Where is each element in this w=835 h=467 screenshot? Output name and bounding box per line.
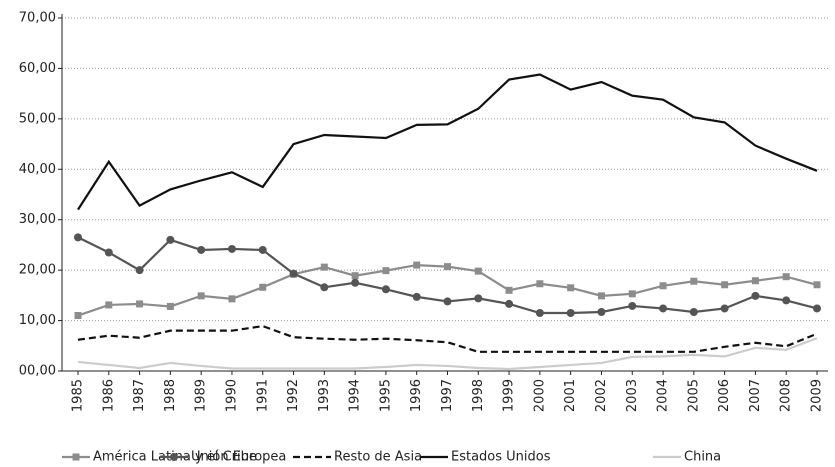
legend-label: Estados Unidos (451, 450, 551, 465)
x-tick-label: 2000 (532, 379, 547, 412)
x-tick-label: 2008 (779, 379, 794, 412)
x-tick-label: 1992 (286, 379, 301, 412)
marker (474, 294, 483, 303)
marker (320, 263, 328, 271)
marker (197, 292, 205, 300)
marker (412, 292, 421, 301)
marker (351, 278, 360, 287)
x-tick-label: 1999 (502, 379, 517, 412)
x-tick-label: 1987 (132, 379, 147, 412)
x-tick-label: 2004 (656, 379, 671, 412)
x-tick-label: 2005 (686, 379, 701, 412)
y-tick-label: 00,00 (19, 364, 56, 379)
marker (597, 307, 606, 316)
legend-marker (170, 453, 178, 461)
marker (721, 281, 729, 289)
x-tick-label: 1991 (255, 379, 270, 412)
marker (413, 261, 421, 269)
y-tick-label: 60,00 (19, 61, 56, 76)
marker (228, 295, 236, 303)
x-tick-label: 2006 (717, 379, 732, 412)
marker (320, 283, 329, 292)
marker (782, 296, 791, 305)
legend-label: China (684, 450, 721, 465)
marker (597, 292, 605, 300)
marker (136, 300, 144, 308)
x-tick-label: 1994 (348, 379, 363, 412)
legend-item: Estados Unidos (420, 450, 551, 465)
y-tick-label: 20,00 (19, 263, 56, 278)
marker (536, 280, 544, 288)
legend-label: Unión Europea (191, 450, 286, 465)
marker (535, 309, 544, 318)
marker (351, 272, 359, 280)
series-line (77, 263, 818, 317)
x-tick-label: 1986 (101, 379, 116, 412)
x-tick-label: 2009 (810, 379, 825, 412)
marker (628, 290, 636, 298)
x-tick-label: 2001 (563, 379, 578, 412)
marker (751, 291, 760, 300)
marker (166, 302, 174, 310)
marker (197, 245, 206, 254)
marker (381, 285, 390, 294)
marker (105, 301, 113, 309)
legend-item: Resto de Asia (293, 450, 422, 465)
marker (505, 286, 513, 294)
marker (166, 235, 175, 244)
marker (751, 277, 759, 285)
marker (227, 244, 236, 253)
marker (382, 267, 390, 275)
marker (474, 267, 482, 275)
marker (289, 269, 298, 278)
x-tick-label: 1997 (440, 379, 455, 412)
y-tick-label: 10,00 (19, 313, 56, 328)
marker (813, 281, 821, 289)
marker (443, 297, 452, 306)
legend-marker (72, 453, 80, 461)
marker (720, 304, 729, 313)
legend-item: Unión Europea (160, 450, 286, 465)
marker (104, 248, 113, 257)
marker (628, 301, 637, 310)
x-tick-label: 2003 (625, 379, 640, 412)
x-tick-label: 2007 (748, 379, 763, 412)
x-tick-label: 1998 (471, 379, 486, 412)
x-tick-label: 1989 (194, 379, 209, 412)
legend-item: China (653, 450, 721, 465)
marker (444, 263, 451, 271)
marker (567, 284, 575, 292)
series-line (77, 337, 818, 371)
x-tick-label: 2002 (594, 379, 609, 412)
marker (74, 233, 82, 242)
y-tick-label: 40,00 (19, 162, 56, 177)
x-tick-label: 1990 (224, 379, 239, 412)
x-tick-label: 1993 (317, 379, 332, 412)
marker (659, 304, 668, 313)
marker (259, 283, 267, 291)
marker (135, 266, 144, 275)
y-tick-label: 70,00 (19, 11, 56, 26)
legend-label: Resto de Asia (334, 450, 422, 465)
marker (690, 277, 698, 285)
marker (74, 312, 82, 320)
marker (566, 309, 575, 318)
marker (505, 299, 514, 308)
x-tick-label: 1985 (71, 379, 86, 412)
marker (258, 245, 267, 254)
y-tick-label: 30,00 (19, 212, 56, 227)
marker (813, 304, 821, 313)
series-line (77, 73, 818, 211)
y-tick-label: 50,00 (19, 111, 56, 126)
marker (659, 282, 667, 290)
x-tick-label: 1988 (163, 379, 178, 412)
series-line (77, 324, 818, 353)
x-tick-label: 1996 (409, 379, 424, 412)
marker (782, 273, 790, 281)
x-tick-label: 1995 (378, 379, 393, 412)
marker (689, 307, 698, 316)
